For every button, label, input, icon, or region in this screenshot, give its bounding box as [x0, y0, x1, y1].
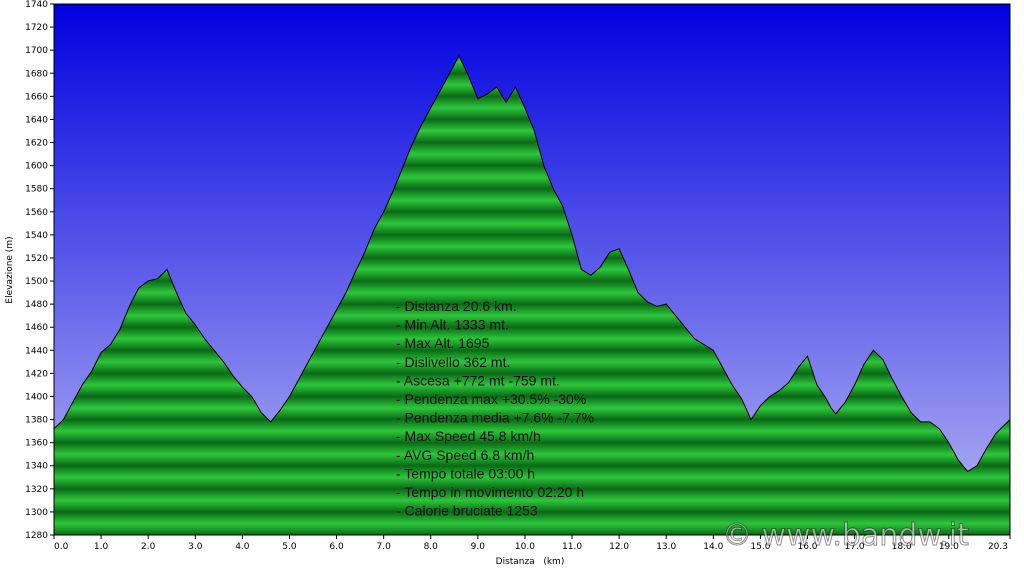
x-tick-label: 8.0: [424, 542, 439, 552]
x-tick-label: 1.0: [94, 542, 109, 552]
y-tick-label: 1380: [25, 416, 48, 426]
elevation-series-area: [54, 54, 1010, 535]
y-tick-label: 1500: [25, 277, 48, 287]
stats-line: - Ascesa +772 mt -759 mt.: [396, 372, 560, 388]
y-tick-label: 1400: [25, 392, 48, 402]
y-tick-label: 1460: [25, 323, 48, 333]
stats-line: - Max Alt. 1695: [396, 335, 490, 351]
y-tick-label: 1660: [25, 92, 48, 102]
y-tick-label: 1640: [25, 115, 48, 125]
stats-line: - Tempo totale 03:00 h: [396, 465, 535, 481]
watermark: © www.bandw.it: [722, 518, 969, 553]
y-tick-label: 1300: [25, 508, 48, 518]
y-tick-label: 1320: [25, 485, 48, 495]
y-tick-label: 1620: [25, 139, 48, 149]
y-tick-label: 1480: [25, 300, 48, 310]
y-tick-label: 1600: [25, 162, 48, 172]
stats-line: - Min Alt. 1333 mt.: [396, 317, 509, 333]
stats-line: - AVG Speed 6.8 km/h: [396, 447, 534, 463]
y-tick-label: 1560: [25, 208, 48, 218]
stats-line: - Max Speed 45.8 km/h: [396, 428, 541, 444]
x-tick-label: 12.0: [609, 542, 629, 552]
x-axis-title: Distanza (km): [496, 557, 565, 567]
y-tick-label: 1360: [25, 439, 48, 449]
stats-line: - Dislivello 362 mt.: [396, 354, 510, 370]
x-tick-label: 0.0: [54, 542, 69, 552]
stats-line: - Calorie bruciate 1253: [396, 503, 538, 519]
x-tick-label: 18.0: [892, 542, 912, 552]
y-tick-label: 1340: [25, 462, 48, 472]
x-tick-label: 9.0: [471, 542, 486, 552]
y-tick-label: 1280: [25, 531, 48, 541]
x-tick-label: 2.0: [141, 542, 156, 552]
y-axis-ticks: 1280 1300 1320 1340 1360 1380 1400 1420 1440 1460…: [25, 0, 54, 541]
x-tick-label: 14.0: [703, 542, 723, 552]
plot-frame: [53, 3, 1011, 536]
x-tick-label: 17.0: [845, 542, 865, 552]
stats-line: - Pendenza media +7.6% -7.7%: [396, 410, 594, 426]
x-tick-label: 15.0: [750, 542, 770, 552]
x-tick-label: 5.0: [282, 542, 297, 552]
x-tick-label: 10.0: [515, 542, 535, 552]
x-tick-label: 16.0: [797, 542, 817, 552]
x-tick-label: 13.0: [656, 542, 676, 552]
y-tick-label: 1680: [25, 69, 48, 79]
y-tick-label: 1440: [25, 346, 48, 356]
x-tick-label: 20.3: [988, 542, 1008, 552]
y-tick-label: 1580: [25, 185, 48, 195]
y-tick-label: 1740: [25, 0, 48, 10]
stats-annotations: - Distanza 20.6 km. - Min Alt. 1333 mt. - …: [396, 298, 594, 519]
y-tick-label: 1700: [25, 46, 48, 56]
y-axis-title: Elevazione (m): [5, 236, 15, 303]
elevation-area: [54, 54, 1010, 535]
stats-line: - Pendenza max +30.5% -30%: [396, 391, 586, 407]
y-tick-label: 1720: [25, 23, 48, 33]
stats-line: - Distanza 20.6 km.: [396, 298, 517, 314]
x-tick-label: 7.0: [376, 542, 391, 552]
y-tick-label: 1520: [25, 254, 48, 264]
y-tick-label: 1540: [25, 231, 48, 241]
stats-line: - Tempo in movimento 02:20 h: [396, 484, 584, 500]
y-tick-label: 1420: [25, 369, 48, 379]
x-tick-label: 19.0: [939, 542, 959, 552]
x-tick-label: 3.0: [188, 542, 203, 552]
x-tick-label: 4.0: [235, 542, 250, 552]
x-axis-ticks: 0.0 1.0 2.0 3.0 4.0 5.0 6.0 7.0 8.0 9.0 10.0 11.0 12…: [53, 535, 1011, 552]
x-tick-label: 11.0: [562, 542, 582, 552]
x-tick-label: 6.0: [329, 542, 344, 552]
